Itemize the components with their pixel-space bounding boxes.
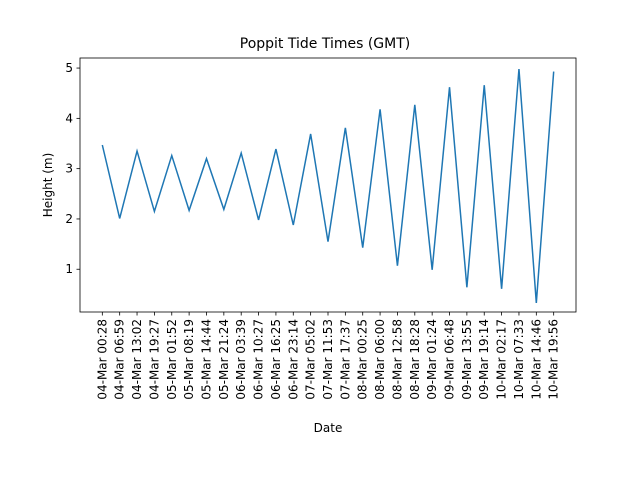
x-tick-label: 10-Mar 19:56	[547, 319, 561, 400]
x-tick-label: 04-Mar 06:59	[113, 319, 127, 400]
y-tick-label: 3	[65, 162, 73, 176]
y-tick-label: 2	[65, 212, 73, 226]
x-tick-label: 06-Mar 10:27	[252, 319, 266, 400]
x-tick-label: 05-Mar 14:44	[199, 319, 213, 400]
x-axis-label: Date	[314, 421, 343, 435]
x-tick-label: 06-Mar 23:14	[286, 319, 300, 400]
x-tick-label: 05-Mar 01:52	[165, 319, 179, 400]
x-tick-label: 06-Mar 03:39	[234, 319, 248, 400]
y-axis-label: Height (m)	[41, 153, 55, 218]
x-tick-label: 05-Mar 08:19	[182, 319, 196, 400]
x-tick-label: 09-Mar 13:55	[460, 319, 474, 400]
x-tick-label: 10-Mar 02:17	[495, 319, 509, 400]
y-tick-label: 4	[65, 111, 73, 125]
x-tick-label: 08-Mar 12:58	[390, 319, 404, 400]
x-tick-label: 08-Mar 00:25	[356, 319, 370, 400]
x-tick-label: 10-Mar 07:33	[512, 319, 526, 400]
x-tick-label: 04-Mar 19:27	[147, 319, 161, 400]
series-line	[101, 69, 555, 304]
x-tick-label: 05-Mar 21:24	[217, 319, 231, 400]
x-tick-label: 07-Mar 11:53	[321, 319, 335, 400]
x-tick-label: 06-Mar 16:25	[269, 319, 283, 400]
y-tick-label: 5	[65, 61, 73, 75]
axes-frame	[79, 57, 577, 313]
y-tick-label: 1	[65, 262, 73, 276]
x-tick-label: 07-Mar 05:02	[304, 319, 318, 400]
x-tick-label: 09-Mar 01:24	[425, 319, 439, 400]
x-tick-label: 04-Mar 13:02	[130, 319, 144, 400]
x-tick-label: 04-Mar 00:28	[95, 319, 109, 400]
x-tick-label: 08-Mar 18:28	[408, 319, 422, 400]
x-tick-label: 08-Mar 06:00	[373, 319, 387, 400]
chart-title: Poppit Tide Times (GMT)	[240, 36, 410, 52]
x-tick-label: 09-Mar 19:14	[477, 319, 491, 400]
x-tick-label: 07-Mar 17:37	[338, 319, 352, 400]
plot-area: 1 2 3 4 5 04-Mar 00:28 04-Mar 06:59 04-Mar 13:0…	[65, 57, 577, 400]
x-tick-label: 09-Mar 06:48	[443, 319, 457, 400]
x-tick-label: 10-Mar 14:46	[529, 319, 543, 400]
